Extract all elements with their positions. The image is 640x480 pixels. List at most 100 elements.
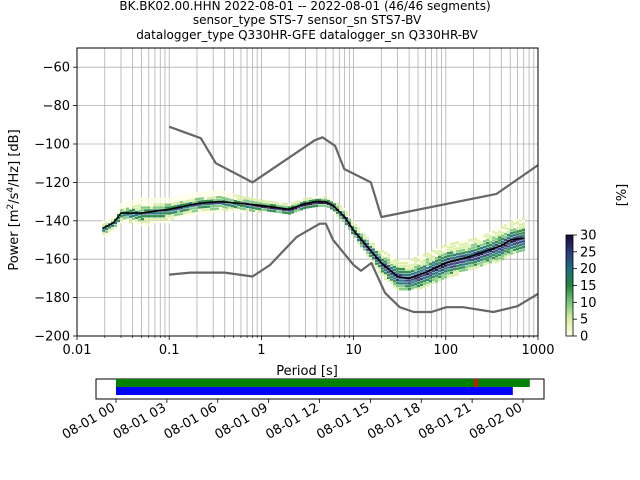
heatmap-cell [114, 221, 117, 225]
heatmap-cell [186, 194, 189, 197]
heatmap-cell [360, 242, 363, 245]
heatmap-cell [489, 243, 492, 247]
heatmap-cell [405, 259, 408, 262]
heatmap-cell [483, 257, 486, 260]
heatmap-cell [414, 262, 417, 266]
heatmap-cell [426, 278, 429, 281]
heatmap-cell [387, 276, 390, 279]
heatmap-cell [258, 207, 261, 211]
heatmap-cell [450, 265, 453, 269]
heatmap-cell [183, 197, 186, 200]
heatmap-cell [123, 205, 126, 208]
heatmap-cell [420, 257, 423, 261]
heatmap-cell [483, 240, 486, 243]
heatmap-cell [480, 264, 483, 267]
heatmap-cell [495, 232, 498, 235]
heatmap-cell [348, 215, 351, 219]
heatmap-cell [465, 242, 468, 245]
heatmap-cell [516, 239, 519, 242]
heatmap-cell [447, 249, 450, 252]
heatmap-cell [504, 235, 507, 239]
heatmap-cell [342, 219, 345, 222]
heatmap-cell [444, 247, 447, 250]
heatmap-cell [519, 243, 522, 247]
heatmap-cell [138, 221, 141, 224]
heatmap-cell [363, 236, 366, 240]
heatmap-cell [492, 242, 495, 245]
heatmap-cell [405, 285, 408, 288]
heatmap-cell [177, 207, 180, 210]
heatmap-cell [363, 248, 366, 251]
heatmap-cell [180, 209, 183, 213]
heatmap-cell [420, 263, 423, 267]
heatmap-cell [201, 194, 204, 197]
heatmap-cell [411, 278, 414, 281]
heatmap-cell [114, 212, 117, 216]
heatmap-cell [168, 206, 171, 209]
heatmap-cell [303, 204, 306, 207]
heatmap-cell [312, 202, 315, 205]
heatmap-cell [480, 244, 483, 247]
heatmap-cell [453, 245, 456, 248]
heatmap-cell [315, 204, 318, 208]
heatmap-cell [468, 259, 471, 262]
heatmap-cell [486, 253, 489, 256]
heatmap-cell [345, 211, 348, 214]
heatmap-cell [201, 205, 204, 209]
heatmap-cell [243, 196, 246, 199]
heatmap-cell [444, 252, 447, 256]
heatmap-cell [378, 267, 381, 271]
heatmap-cell [384, 260, 387, 263]
heatmap-cell [516, 221, 519, 225]
heatmap-cell [360, 244, 363, 248]
heatmap-cell [474, 237, 477, 240]
heatmap-cell [489, 246, 492, 250]
heatmap-cell [303, 206, 306, 210]
heatmap-cell [234, 205, 237, 209]
heatmap-cell [261, 205, 264, 208]
heatmap-cell [168, 203, 171, 206]
heatmap-cell [504, 224, 507, 227]
heatmap-cell [498, 256, 501, 259]
heatmap-cell [108, 220, 111, 223]
heatmap-cell [252, 209, 255, 213]
heatmap-cell [138, 198, 141, 201]
heatmap-cell [291, 208, 294, 211]
heatmap-cell [141, 220, 144, 224]
heatmap-cell [441, 257, 444, 260]
heatmap-cell [258, 202, 261, 205]
heatmap-cell [108, 226, 111, 229]
heatmap-cell [369, 245, 372, 249]
psd-plot: 0.01 0.1 1 10 100 1000 −200 −180 −160 −140 −120 −1… [34, 47, 555, 358]
heatmap-cell [495, 255, 498, 258]
heatmap-cell [375, 248, 378, 251]
heatmap-cell [204, 211, 207, 214]
x-tick-label: 100 [433, 343, 458, 358]
heatmap-cell [393, 277, 396, 280]
heatmap-cell [177, 216, 180, 219]
heatmap-cell [126, 210, 129, 213]
heatmap-cell [384, 269, 387, 272]
heatmap-cell [402, 264, 405, 268]
timeline-tick-label: 08-01 21 [416, 400, 474, 442]
y-tick-label: −80 [43, 99, 70, 114]
heatmap-cell [192, 195, 195, 199]
heatmap-cell [450, 251, 453, 254]
heatmap-cell [153, 209, 156, 212]
heatmap-cell [414, 277, 417, 280]
heatmap-cell [201, 211, 204, 215]
heatmap-cell [165, 215, 168, 218]
heatmap-cell [486, 239, 489, 242]
heatmap-cell [396, 279, 399, 282]
heatmap-cell [483, 234, 486, 237]
heatmap-cell [522, 245, 525, 249]
heatmap-cell [201, 200, 204, 203]
heatmap-cell [168, 212, 171, 215]
heatmap-cell [423, 253, 426, 257]
heatmap-cell [156, 212, 159, 215]
heatmap-cell [417, 264, 420, 268]
heatmap-cell [498, 233, 501, 236]
heatmap-cell [195, 197, 198, 201]
heatmap-cell [141, 209, 144, 212]
heatmap-cell [207, 191, 210, 194]
